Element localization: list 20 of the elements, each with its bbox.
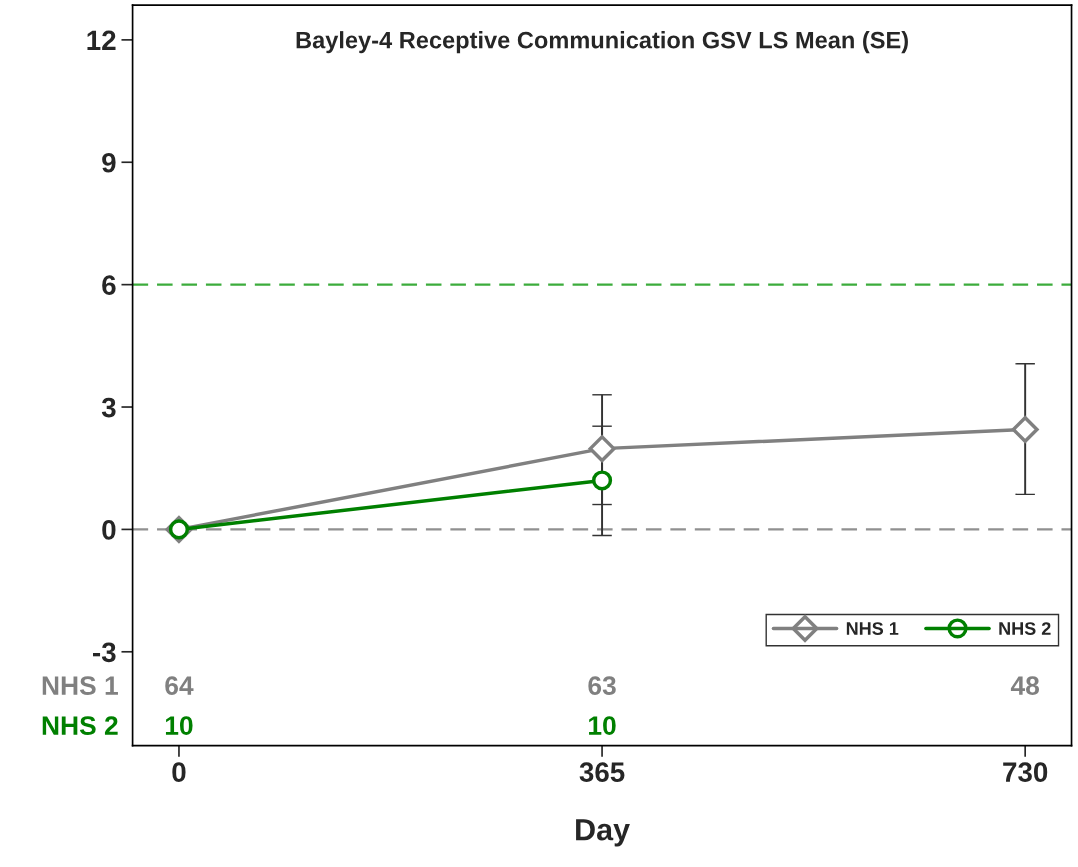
y-tick-label: 0 bbox=[102, 520, 116, 540]
legend-label: NHS 2 bbox=[999, 622, 1051, 635]
annotation: 10 bbox=[589, 716, 616, 735]
text: NHS 2 bbox=[42, 716, 118, 735]
y-tick-label: 6 bbox=[102, 275, 116, 295]
x-tick-label: 0 bbox=[172, 762, 186, 782]
y-tick-label: 9 bbox=[102, 152, 116, 173]
x-tick-label: 365 bbox=[579, 762, 625, 783]
annotation: 64 bbox=[165, 676, 194, 695]
y-tick-label: -3 bbox=[93, 642, 116, 663]
x-axis-title: Day bbox=[576, 819, 630, 847]
y-tick-label: 3 bbox=[101, 397, 116, 418]
annotation: 10 bbox=[165, 716, 193, 735]
annotation: 63 bbox=[588, 676, 616, 695]
text: Bayley-4 Receptive Communication GSV LS Mean (SE) bbox=[296, 31, 908, 54]
y-tick-label: 12 bbox=[87, 30, 116, 50]
x-tick-label: 730 bbox=[1003, 762, 1048, 783]
annotation: 48 bbox=[1010, 676, 1040, 695]
text: NHS 1 bbox=[42, 676, 118, 695]
legend-label: NHS 1 bbox=[846, 622, 899, 635]
